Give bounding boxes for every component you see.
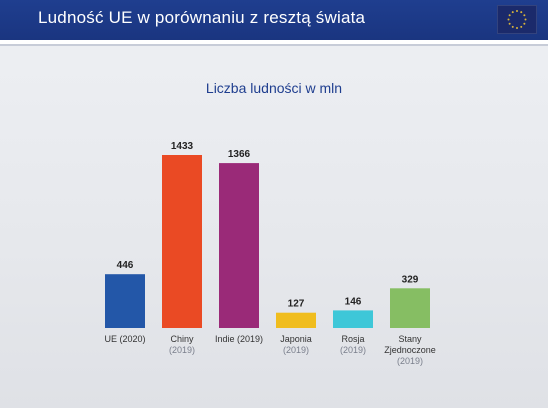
- category-label: (2019): [169, 345, 195, 355]
- flag-star: [524, 18, 527, 21]
- slide-header: Ludność UE w porównaniu z resztą świata: [0, 0, 548, 40]
- flag-star: [507, 18, 510, 21]
- data-label: 329: [402, 274, 419, 285]
- data-label: 446: [117, 260, 134, 271]
- category-label: Japonia: [280, 334, 312, 344]
- data-label: 1433: [171, 141, 194, 152]
- flag-star: [520, 11, 523, 14]
- category-label: (2019): [397, 356, 423, 366]
- flag-star: [523, 14, 526, 17]
- bar: [219, 163, 259, 328]
- eu-flag-icon: [497, 5, 537, 34]
- flag-star: [511, 25, 514, 28]
- flag-star: [508, 14, 511, 17]
- category-label: UE (2020): [104, 334, 145, 344]
- bar: [162, 155, 202, 328]
- flag-star: [511, 11, 514, 14]
- flag-star: [520, 25, 523, 28]
- flag-star: [516, 27, 518, 29]
- data-label: 127: [288, 299, 305, 310]
- category-label: Chiny: [170, 334, 194, 344]
- flag-star: [508, 22, 511, 25]
- flag-star: [516, 10, 518, 12]
- bar: [105, 274, 145, 328]
- eu-flag-graphic: [498, 6, 536, 33]
- header-subdivider: [0, 44, 548, 46]
- category-label: Rosja: [341, 334, 364, 344]
- category-label: Zjednoczone: [384, 345, 436, 355]
- chart-title: Liczba ludności w mln: [205, 80, 343, 96]
- category-label: Stany: [398, 334, 422, 344]
- data-label: 146: [345, 296, 362, 307]
- header-divider: [0, 40, 548, 44]
- bar: [390, 288, 430, 328]
- flag-star: [523, 22, 526, 25]
- category-label: (2019): [340, 345, 366, 355]
- slide-title: Ludność UE w porównaniu z resztą świata: [38, 8, 366, 27]
- bar: [333, 310, 373, 328]
- category-label: (2019): [283, 345, 309, 355]
- data-label: 1366: [228, 149, 251, 160]
- category-label: Indie (2019): [215, 334, 263, 344]
- bar: [276, 312, 316, 328]
